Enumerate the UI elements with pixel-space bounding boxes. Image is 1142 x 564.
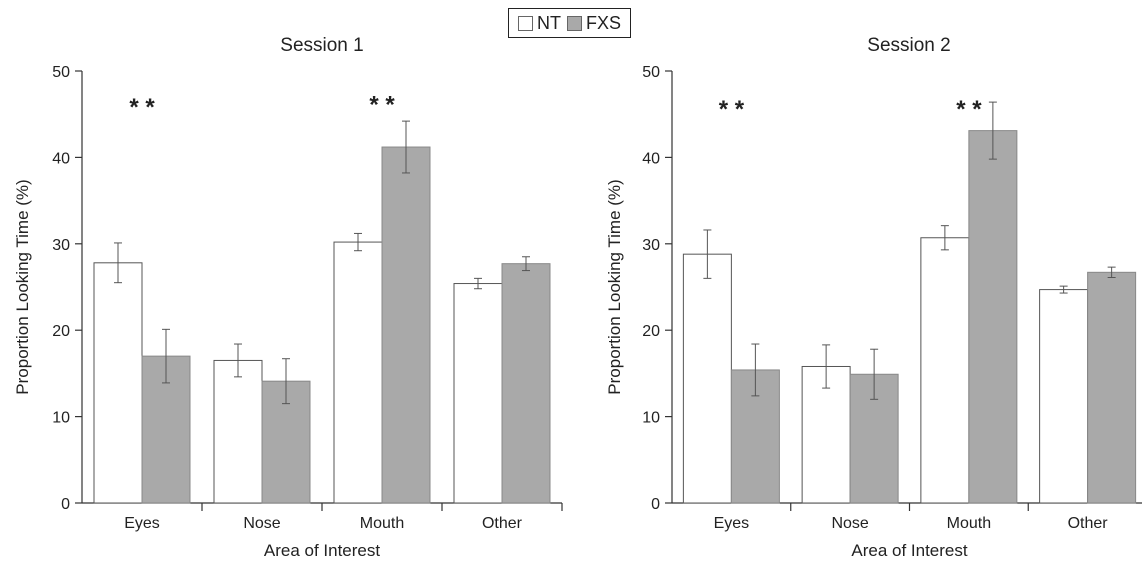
chart1-y-tick-label-30: 30 [52,237,70,254]
legend-label-fxs: FXS [586,12,622,33]
legend-label-nt: NT [537,12,561,33]
chart2-x-axis-label: Area of Interest [851,541,968,560]
chart2-bar-nt-mouth [920,237,970,504]
chart1-bar-nt-eyes [93,262,143,504]
chart1-title: Session 1 [280,35,363,56]
chart2-bar-fxs-other [1087,271,1137,504]
chart1-bar-nt-nose [213,359,263,504]
chart1-x-tick-label-other: Other [482,515,523,532]
chart2-y-tick-label-20: 20 [642,323,660,340]
chart1-x-axis-label: Area of Interest [264,541,381,560]
chart1-significance-mouth: * * [369,92,395,119]
legend-item-fxs: FXS [567,13,621,34]
chart2-bar-nt-nose [801,365,851,504]
legend-item-nt: NT [518,13,561,34]
chart2-bar-fxs-mouth [968,130,1018,504]
chart2-significance-mouth: * * [956,96,982,123]
chart2-x-tick-label-mouth: Mouth [947,515,991,532]
chart2-y-tick-label-40: 40 [642,150,660,167]
chart2-y-tick-label-30: 30 [642,237,660,254]
legend-swatch-fxs [567,15,582,31]
chart1-x-tick-label-nose: Nose [243,515,280,532]
chart1-y-tick-label-40: 40 [52,150,70,167]
chart2-bar-nt-other [1039,289,1089,504]
chart1-bar-nt-mouth [333,241,383,504]
chart1-bar-fxs-other [501,263,551,504]
chart1-y-axis-label: Proportion Looking Time (%) [13,179,32,394]
chart2-y-axis-label: Proportion Looking Time (%) [605,179,624,394]
chart2-x-tick-label-nose: Nose [831,515,868,532]
chart2-title: Session 2 [867,35,950,56]
chart1-y-tick-label-10: 10 [52,410,70,427]
chart2-significance-eyes: * * [719,96,745,123]
chart1-y-tick-label-20: 20 [52,323,70,340]
legend-swatch-nt [518,15,533,31]
legend: NT FXS [508,8,632,38]
chart2-x-tick-label-other: Other [1068,515,1109,532]
chart1-bar-nt-other [453,283,503,504]
chart2-y-tick-label-0: 0 [651,496,660,513]
chart2-y-tick-label-10: 10 [642,410,660,427]
chart2-x-tick-label-eyes: Eyes [714,515,750,532]
chart2-y-tick-label-50: 50 [642,64,660,81]
chart1-bar-fxs-mouth [381,146,431,504]
chart1-y-tick-label-0: 0 [61,496,70,513]
chart1-x-tick-label-eyes: Eyes [124,515,160,532]
chart2-bar-nt-eyes [682,253,732,504]
chart1-significance-eyes: * * [129,94,155,121]
chart1-y-tick-label-50: 50 [52,64,70,81]
chart1-x-tick-label-mouth: Mouth [360,515,404,532]
